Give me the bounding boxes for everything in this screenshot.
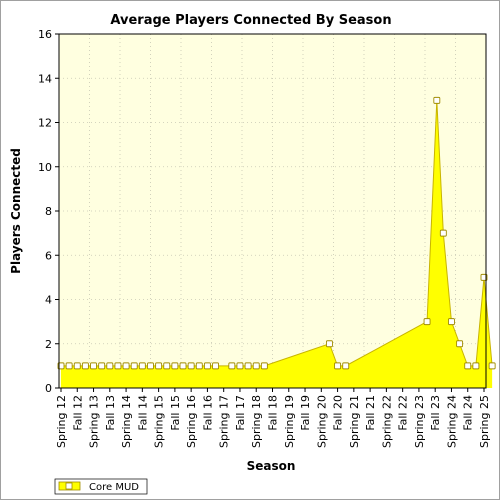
data-point [456, 340, 464, 348]
data-point [147, 362, 154, 370]
data-point [130, 362, 138, 370]
x-tick-label: Fall 19 [299, 395, 312, 431]
series-marker-layer [57, 96, 496, 370]
x-tick-label: Fall 15 [169, 395, 182, 431]
x-tick-label: Spring 18 [250, 395, 263, 448]
x-tick-label: Spring 22 [380, 395, 393, 448]
data-point [342, 362, 350, 370]
y-tick-label: 4 [45, 294, 52, 307]
data-point [252, 362, 260, 370]
x-tick-label: Spring 23 [413, 395, 426, 448]
x-tick-label: Spring 16 [185, 395, 198, 448]
x-tick-label: Fall 23 [429, 395, 442, 431]
grid [59, 34, 486, 388]
data-point [155, 362, 163, 370]
series-area [61, 100, 493, 388]
x-tick-label: Fall 12 [71, 395, 84, 431]
x-tick-label: Fall 20 [332, 395, 345, 431]
data-point [114, 362, 122, 370]
x-tick-label: Spring 15 [153, 395, 166, 448]
y-tick-label: 14 [38, 72, 52, 85]
x-tick-label: Fall 16 [201, 395, 214, 431]
data-point [228, 362, 236, 370]
x-axis-title: Season [247, 459, 296, 473]
legend: Core MUD [54, 478, 148, 495]
data-point [488, 362, 496, 370]
x-tick-label: Fall 22 [397, 395, 410, 431]
x-tick-label: Spring 17 [218, 395, 231, 448]
data-point [439, 229, 447, 237]
data-point [106, 362, 114, 370]
y-tick-label: 12 [38, 117, 52, 130]
y-tick-label: 0 [45, 382, 52, 395]
x-tick-label: Fall 21 [364, 395, 377, 431]
x-tick-label: Fall 18 [267, 395, 280, 431]
data-point [179, 362, 187, 370]
data-point [244, 362, 252, 370]
y-tick-label: 2 [45, 338, 52, 351]
x-tick-label: Spring 13 [88, 395, 101, 448]
data-point [464, 362, 472, 370]
y-axis-title: Players Connected [9, 148, 23, 274]
x-tick-label: Spring 25 [478, 395, 491, 448]
data-point [138, 362, 146, 370]
data-point [472, 362, 480, 370]
data-point [325, 340, 333, 348]
data-point [98, 362, 106, 370]
data-point [423, 318, 431, 326]
data-point [90, 362, 97, 370]
data-point [195, 362, 203, 370]
legend-marker [65, 482, 73, 490]
y-tick-labels: 0 2 4 6 8 10 12 14 16 [38, 28, 52, 395]
data-point [171, 362, 179, 370]
data-point [260, 362, 268, 370]
y-tick-label: 10 [38, 161, 52, 174]
y-tick-label: 6 [45, 249, 52, 262]
data-point [81, 362, 89, 370]
data-point [163, 362, 171, 370]
y-tick-label: 8 [45, 205, 52, 218]
legend-label: Core MUD [89, 482, 139, 493]
data-point [187, 362, 195, 370]
data-point [334, 362, 342, 370]
data-point [236, 362, 244, 370]
x-tick-label: Fall 24 [462, 395, 475, 431]
data-point [203, 362, 211, 370]
x-tick-label: Spring 24 [445, 395, 458, 448]
x-tick-label: Spring 19 [283, 395, 296, 448]
data-point [122, 362, 130, 370]
data-point [73, 362, 81, 370]
x-tick-labels: Spring 12 Fall 12 Spring 13 Fall 13 Spring 1… [55, 395, 491, 448]
x-tick-label: Spring 14 [120, 395, 133, 448]
x-tick-label: Fall 17 [234, 395, 247, 431]
x-tick-label: Fall 13 [104, 395, 117, 431]
x-tick-label: Fall 14 [136, 395, 149, 431]
chart-title: Average Players Connected By Season [110, 13, 391, 28]
x-tick-label: Spring 12 [55, 395, 68, 448]
data-point [433, 96, 441, 104]
axes [55, 33, 487, 392]
data-point [448, 318, 455, 326]
data-point [212, 362, 220, 370]
data-point [65, 362, 73, 370]
x-tick-label: Spring 20 [315, 395, 328, 448]
x-tick-label: Spring 21 [348, 395, 361, 448]
y-tick-label: 16 [38, 28, 52, 41]
